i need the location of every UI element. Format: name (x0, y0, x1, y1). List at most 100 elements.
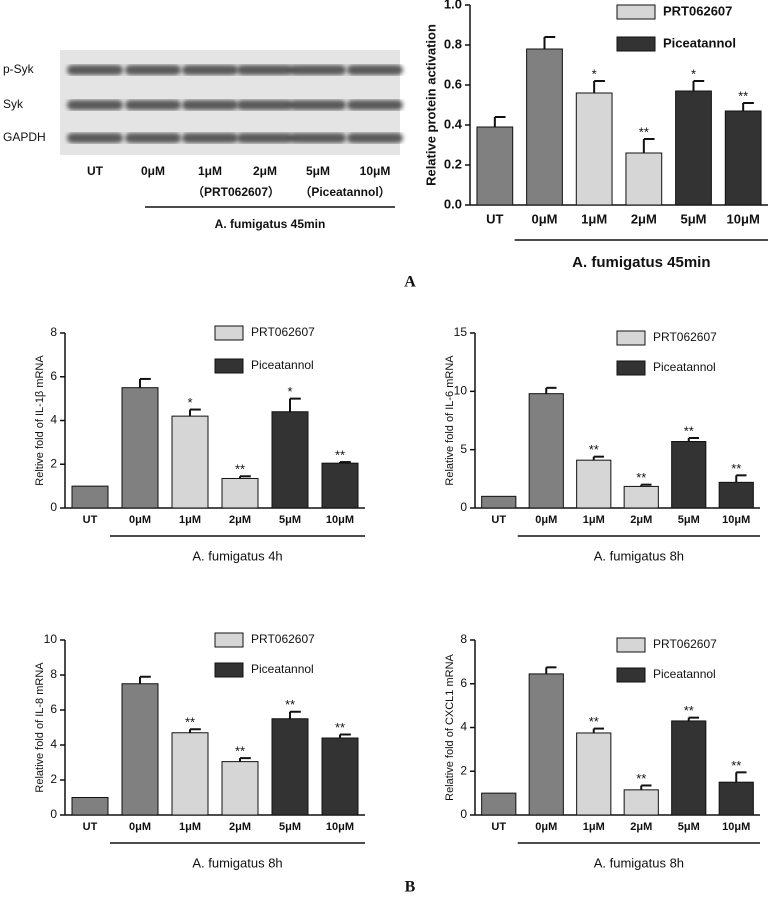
y-tick-label: 0 (460, 807, 467, 821)
bar (623, 485, 659, 509)
bar (675, 90, 712, 206)
y-axis-label: Relative fold of CXCL1 mRNA (444, 653, 456, 800)
legend-swatch (616, 36, 656, 52)
x-tick-label: 1μM (583, 821, 605, 833)
legend-swatch (616, 667, 646, 683)
blot-band (290, 133, 346, 143)
blot-row-label: Syk (3, 97, 24, 111)
blot-band (290, 100, 346, 110)
bar (271, 411, 309, 509)
significance: ** (285, 697, 295, 712)
x-tick-label: 10μM (727, 211, 760, 226)
y-tick-label: 2 (50, 772, 57, 786)
significance: * (287, 384, 292, 399)
legend-label: Piceatannol (251, 662, 314, 676)
y-tick-label: 6 (460, 676, 467, 690)
legend-label: PRT062607 (653, 637, 717, 651)
legend-label: Piceatannol (653, 667, 716, 681)
bar (121, 387, 159, 509)
significance: * (592, 66, 597, 81)
x-axis-label: A. fumigatus 4h (192, 548, 282, 563)
x-tick-label: 2μM (630, 514, 652, 526)
bar (321, 462, 359, 509)
x-tick-label: 0μM (535, 514, 557, 526)
significance: ** (731, 461, 741, 476)
blot-band (347, 100, 403, 110)
y-tick-label: 0 (460, 500, 467, 514)
x-tick-label: 0μM (129, 514, 151, 526)
significance: ** (235, 462, 245, 477)
y-tick-label: 0.6 (444, 76, 462, 91)
x-axis-label: A. fumigatus 45min (572, 254, 710, 271)
x-tick-label: UT (491, 821, 506, 833)
lane-label: UT (87, 164, 104, 178)
y-tick-label: 0 (50, 500, 57, 514)
x-tick-label: 2μM (631, 211, 657, 226)
bar (576, 459, 612, 509)
significance: ** (335, 448, 345, 463)
lane-label: 5μM (306, 164, 330, 178)
bar (671, 720, 707, 816)
y-tick-label: 2 (50, 456, 57, 470)
significance: ** (731, 758, 741, 773)
bar (724, 110, 762, 206)
blot-band (67, 133, 123, 143)
y-tick-label: 6 (50, 369, 57, 383)
bar (476, 126, 514, 206)
y-tick-label: 1.0 (444, 0, 462, 11)
x-tick-label: 10μM (722, 821, 750, 833)
x-tick-label: 2μM (630, 821, 652, 833)
legend-label: PRT062607 (251, 325, 315, 339)
blot-caption: A. fumigatus 45min (215, 217, 326, 231)
y-tick-label: 0.4 (444, 116, 463, 131)
significance: * (187, 395, 192, 410)
legend-swatch (214, 632, 244, 648)
bar (718, 781, 754, 816)
bar (171, 415, 209, 509)
x-tick-label: 0μM (531, 211, 557, 226)
x-tick-label: 5μM (279, 514, 301, 526)
y-tick-label: 4 (50, 413, 57, 427)
y-tick-label: 15 (454, 325, 468, 339)
legend-swatch (616, 360, 646, 376)
x-tick-label: 5μM (678, 514, 700, 526)
legend-swatch (214, 325, 244, 341)
significance: ** (185, 715, 195, 730)
x-tick-label: 10μM (326, 821, 354, 833)
bar (623, 789, 659, 816)
x-tick-label: 10μM (722, 514, 750, 526)
blot-band (347, 65, 403, 75)
bar (625, 152, 663, 206)
y-tick-label: 8 (460, 632, 467, 646)
y-tick-label: 8 (50, 667, 57, 681)
y-tick-label: 2 (460, 763, 467, 777)
y-axis-label: Reltive fold of IL-1β mRNA (34, 355, 46, 486)
bar (718, 481, 754, 509)
legend-swatch (616, 4, 656, 20)
blot-band (125, 100, 181, 110)
blot-band (290, 65, 346, 75)
x-tick-label: 2μM (229, 514, 251, 526)
blot-row-label: GAPDH (3, 130, 46, 144)
blot-band (67, 65, 123, 75)
significance: ** (636, 470, 646, 485)
legend-swatch (616, 637, 646, 653)
x-axis-label: A. fumigatus 8h (192, 855, 282, 870)
significance: ** (235, 744, 245, 759)
blot-band (182, 133, 238, 143)
blot-band (182, 65, 238, 75)
bar (121, 683, 159, 816)
x-tick-label: 1μM (581, 211, 607, 226)
y-tick-label: 4 (50, 737, 57, 751)
bar (671, 441, 707, 509)
y-tick-label: 4 (460, 720, 467, 734)
y-tick-label: 10 (44, 632, 58, 646)
blot-band (125, 65, 181, 75)
blot-row-label: p-Syk (3, 62, 35, 76)
x-tick-label: 5μM (279, 821, 301, 833)
legend-label: Piceatannol (251, 358, 314, 372)
x-tick-label: UT (83, 821, 98, 833)
significance: ** (639, 124, 649, 139)
x-tick-label: 1μM (583, 514, 605, 526)
y-tick-label: 6 (50, 702, 57, 716)
